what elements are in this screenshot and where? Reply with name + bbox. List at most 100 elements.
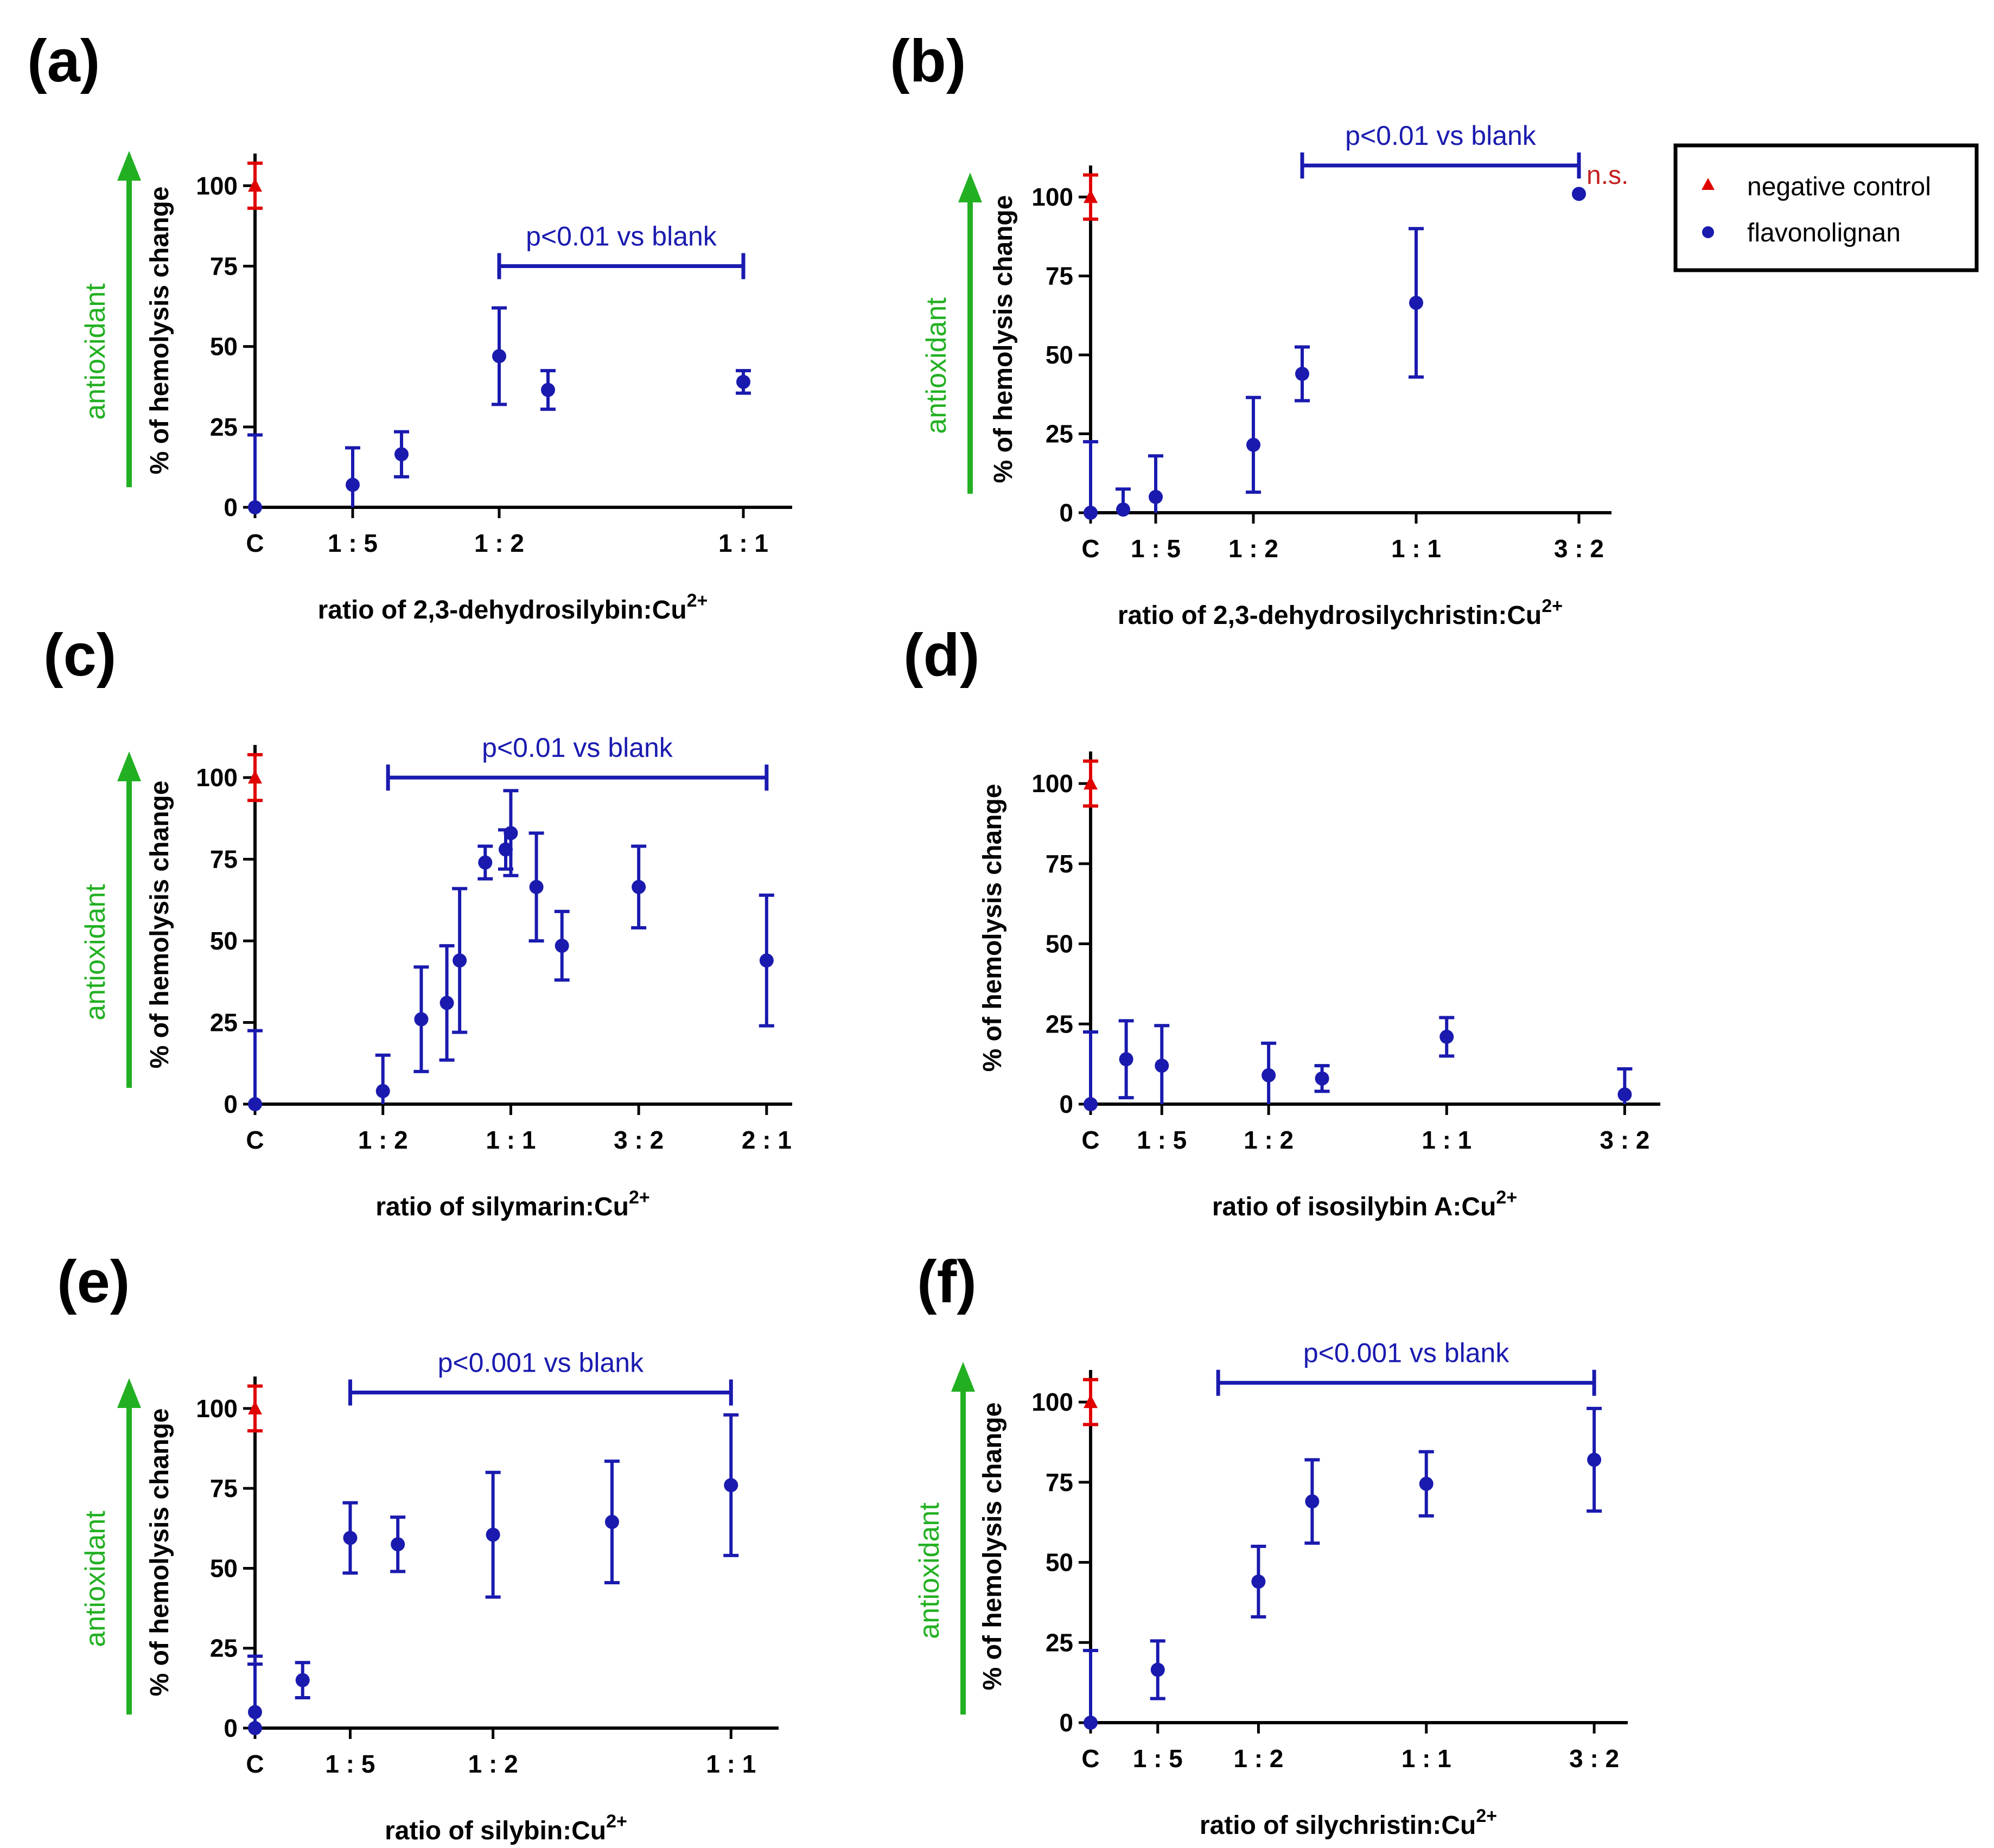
data-point — [486, 1527, 500, 1542]
data-point — [1119, 1052, 1133, 1067]
y-tick-label: 75 — [1046, 1468, 1073, 1496]
data-point — [1116, 502, 1130, 517]
negative-control-point — [248, 178, 262, 192]
data-point — [391, 1537, 405, 1552]
panel-f: (f) 0 25 50 75 100 C 1 : 5 1 : 2 1 : 1 3 : 2 ratio … — [914, 1248, 1628, 1840]
x-axis-title: ratio of 2,3-dehydrosilybin:Cu2+ — [318, 590, 708, 625]
x-tick-label: 1 : 2 — [1244, 1126, 1294, 1154]
y-axis-title: % of hemolysis change — [978, 1403, 1007, 1691]
legend-negative-control-label: negative control — [1747, 173, 1931, 201]
y-tick-label: 75 — [1046, 262, 1073, 290]
y-tick-label: 100 — [196, 763, 238, 792]
y-tick-label: 25 — [1046, 420, 1073, 448]
negative-control-point — [1084, 1394, 1098, 1409]
y-tick-label: 0 — [224, 1714, 238, 1742]
x-axis-title-superscript: 2+ — [1476, 1806, 1497, 1826]
y-tick-label: 50 — [210, 333, 238, 361]
data-point — [1246, 437, 1260, 452]
data-point — [453, 953, 467, 968]
y-axis-title: % of hemolysis change — [145, 187, 174, 475]
antioxidant-arrow-head — [117, 151, 141, 181]
x-tick-label: 1 : 2 — [1228, 534, 1278, 563]
x-tick-label: 2 : 1 — [742, 1126, 792, 1154]
data-point — [724, 1478, 738, 1493]
negative-control-point — [1084, 189, 1098, 203]
panel-label: (d) — [903, 622, 979, 689]
data-point — [414, 1012, 429, 1027]
x-tick-label: 3 : 2 — [614, 1126, 664, 1154]
y-tick-label: 75 — [210, 252, 238, 280]
not-significant-label: n.s. — [1587, 161, 1628, 190]
data-point — [1617, 1087, 1632, 1102]
data-point — [541, 383, 555, 397]
x-tick-label: C — [1081, 534, 1099, 563]
data-point — [248, 1705, 262, 1719]
data-point — [1419, 1476, 1434, 1491]
y-tick-label: 75 — [210, 845, 238, 874]
blank-point — [1084, 1097, 1098, 1111]
data-point — [346, 477, 360, 492]
y-tick-label: 50 — [1046, 1549, 1073, 1577]
x-axis-title: ratio of silymarin:Cu2+ — [375, 1187, 650, 1221]
y-axis-title: % of hemolysis change — [145, 1409, 174, 1697]
antioxidant-arrow-head — [117, 1378, 141, 1408]
x-tick-label: 1 : 2 — [1233, 1744, 1283, 1773]
significance-label: p<0.01 vs blank — [526, 221, 717, 251]
x-tick-label: 1 : 1 — [1422, 1126, 1471, 1154]
y-axis-title: % of hemolysis change — [145, 781, 174, 1069]
data-point — [375, 1084, 390, 1098]
x-tick-label: C — [246, 1126, 264, 1154]
x-tick-label: 1 : 5 — [1137, 1126, 1187, 1154]
y-tick-label: 0 — [224, 1090, 238, 1118]
x-tick-label: C — [246, 1750, 264, 1778]
data-point — [1149, 489, 1163, 504]
y-tick-label: 0 — [224, 493, 238, 521]
blank-point — [248, 500, 262, 514]
legend-flavonolignan-marker — [1702, 226, 1714, 238]
panel-label: (e) — [57, 1248, 130, 1315]
data-point — [478, 855, 493, 870]
panels: (a) 0 25 50 75 100 C 1 : 5 1 : 2 1 : 1 ratio of 2,… — [27, 28, 1660, 1845]
y-tick-label: 0 — [1059, 1090, 1073, 1118]
x-axis-title-superscript: 2+ — [629, 1187, 650, 1208]
antioxidant-arrow-head — [117, 751, 141, 781]
data-point — [295, 1673, 310, 1687]
antioxidant-label: antioxidant — [80, 1511, 111, 1647]
negative-control-point — [248, 770, 262, 784]
data-point — [343, 1531, 358, 1545]
data-point — [555, 939, 569, 953]
x-tick-label: 1 : 2 — [474, 529, 524, 557]
y-tick-label: 100 — [1031, 1388, 1073, 1416]
x-tick-label: 1 : 5 — [325, 1750, 375, 1778]
x-tick-label: 1 : 1 — [1391, 534, 1441, 563]
y-tick-label: 25 — [1046, 1628, 1073, 1656]
x-axis-title-superscript: 2+ — [606, 1811, 627, 1832]
panel-label: (b) — [890, 28, 966, 94]
data-point — [1295, 367, 1309, 381]
significance-label: p<0.01 vs blank — [1345, 120, 1537, 151]
data-point — [1587, 1452, 1602, 1467]
blank-point — [248, 1097, 262, 1111]
x-axis-title: ratio of silychristin:Cu2+ — [1200, 1806, 1497, 1840]
y-tick-label: 50 — [210, 1554, 238, 1582]
legend: negative control flavonolignan — [1673, 143, 1979, 272]
data-point — [439, 996, 454, 1010]
data-point — [1150, 1662, 1165, 1677]
y-tick-label: 0 — [1059, 499, 1073, 527]
y-tick-label: 100 — [196, 1394, 238, 1423]
x-axis-title-superscript: 2+ — [1541, 596, 1563, 616]
x-axis-title: ratio of isosilybin A:Cu2+ — [1212, 1187, 1517, 1221]
legend-negative-control-marker — [1702, 178, 1715, 190]
x-tick-label: 1 : 1 — [706, 1750, 756, 1778]
data-point — [759, 953, 774, 968]
panel-a: (a) 0 25 50 75 100 C 1 : 5 1 : 2 1 : 1 ratio of 2,… — [27, 28, 792, 625]
significance-label: p<0.001 vs blank — [438, 1347, 644, 1378]
antioxidant-arrow-head — [951, 1362, 975, 1392]
data-point — [1155, 1059, 1169, 1073]
panel-label: (c) — [43, 622, 116, 689]
panel-c: (c) 0 25 50 75 100 C 1 : 2 1 : 1 3 : 2 2 : 1 ratio … — [43, 622, 792, 1221]
x-tick-label: C — [1081, 1744, 1099, 1773]
y-tick-label: 100 — [1031, 183, 1073, 211]
panel-b: (b) 0 25 50 75 100 C 1 : 5 1 : 2 1 : 1 3 : 2 ratio … — [890, 28, 1628, 630]
